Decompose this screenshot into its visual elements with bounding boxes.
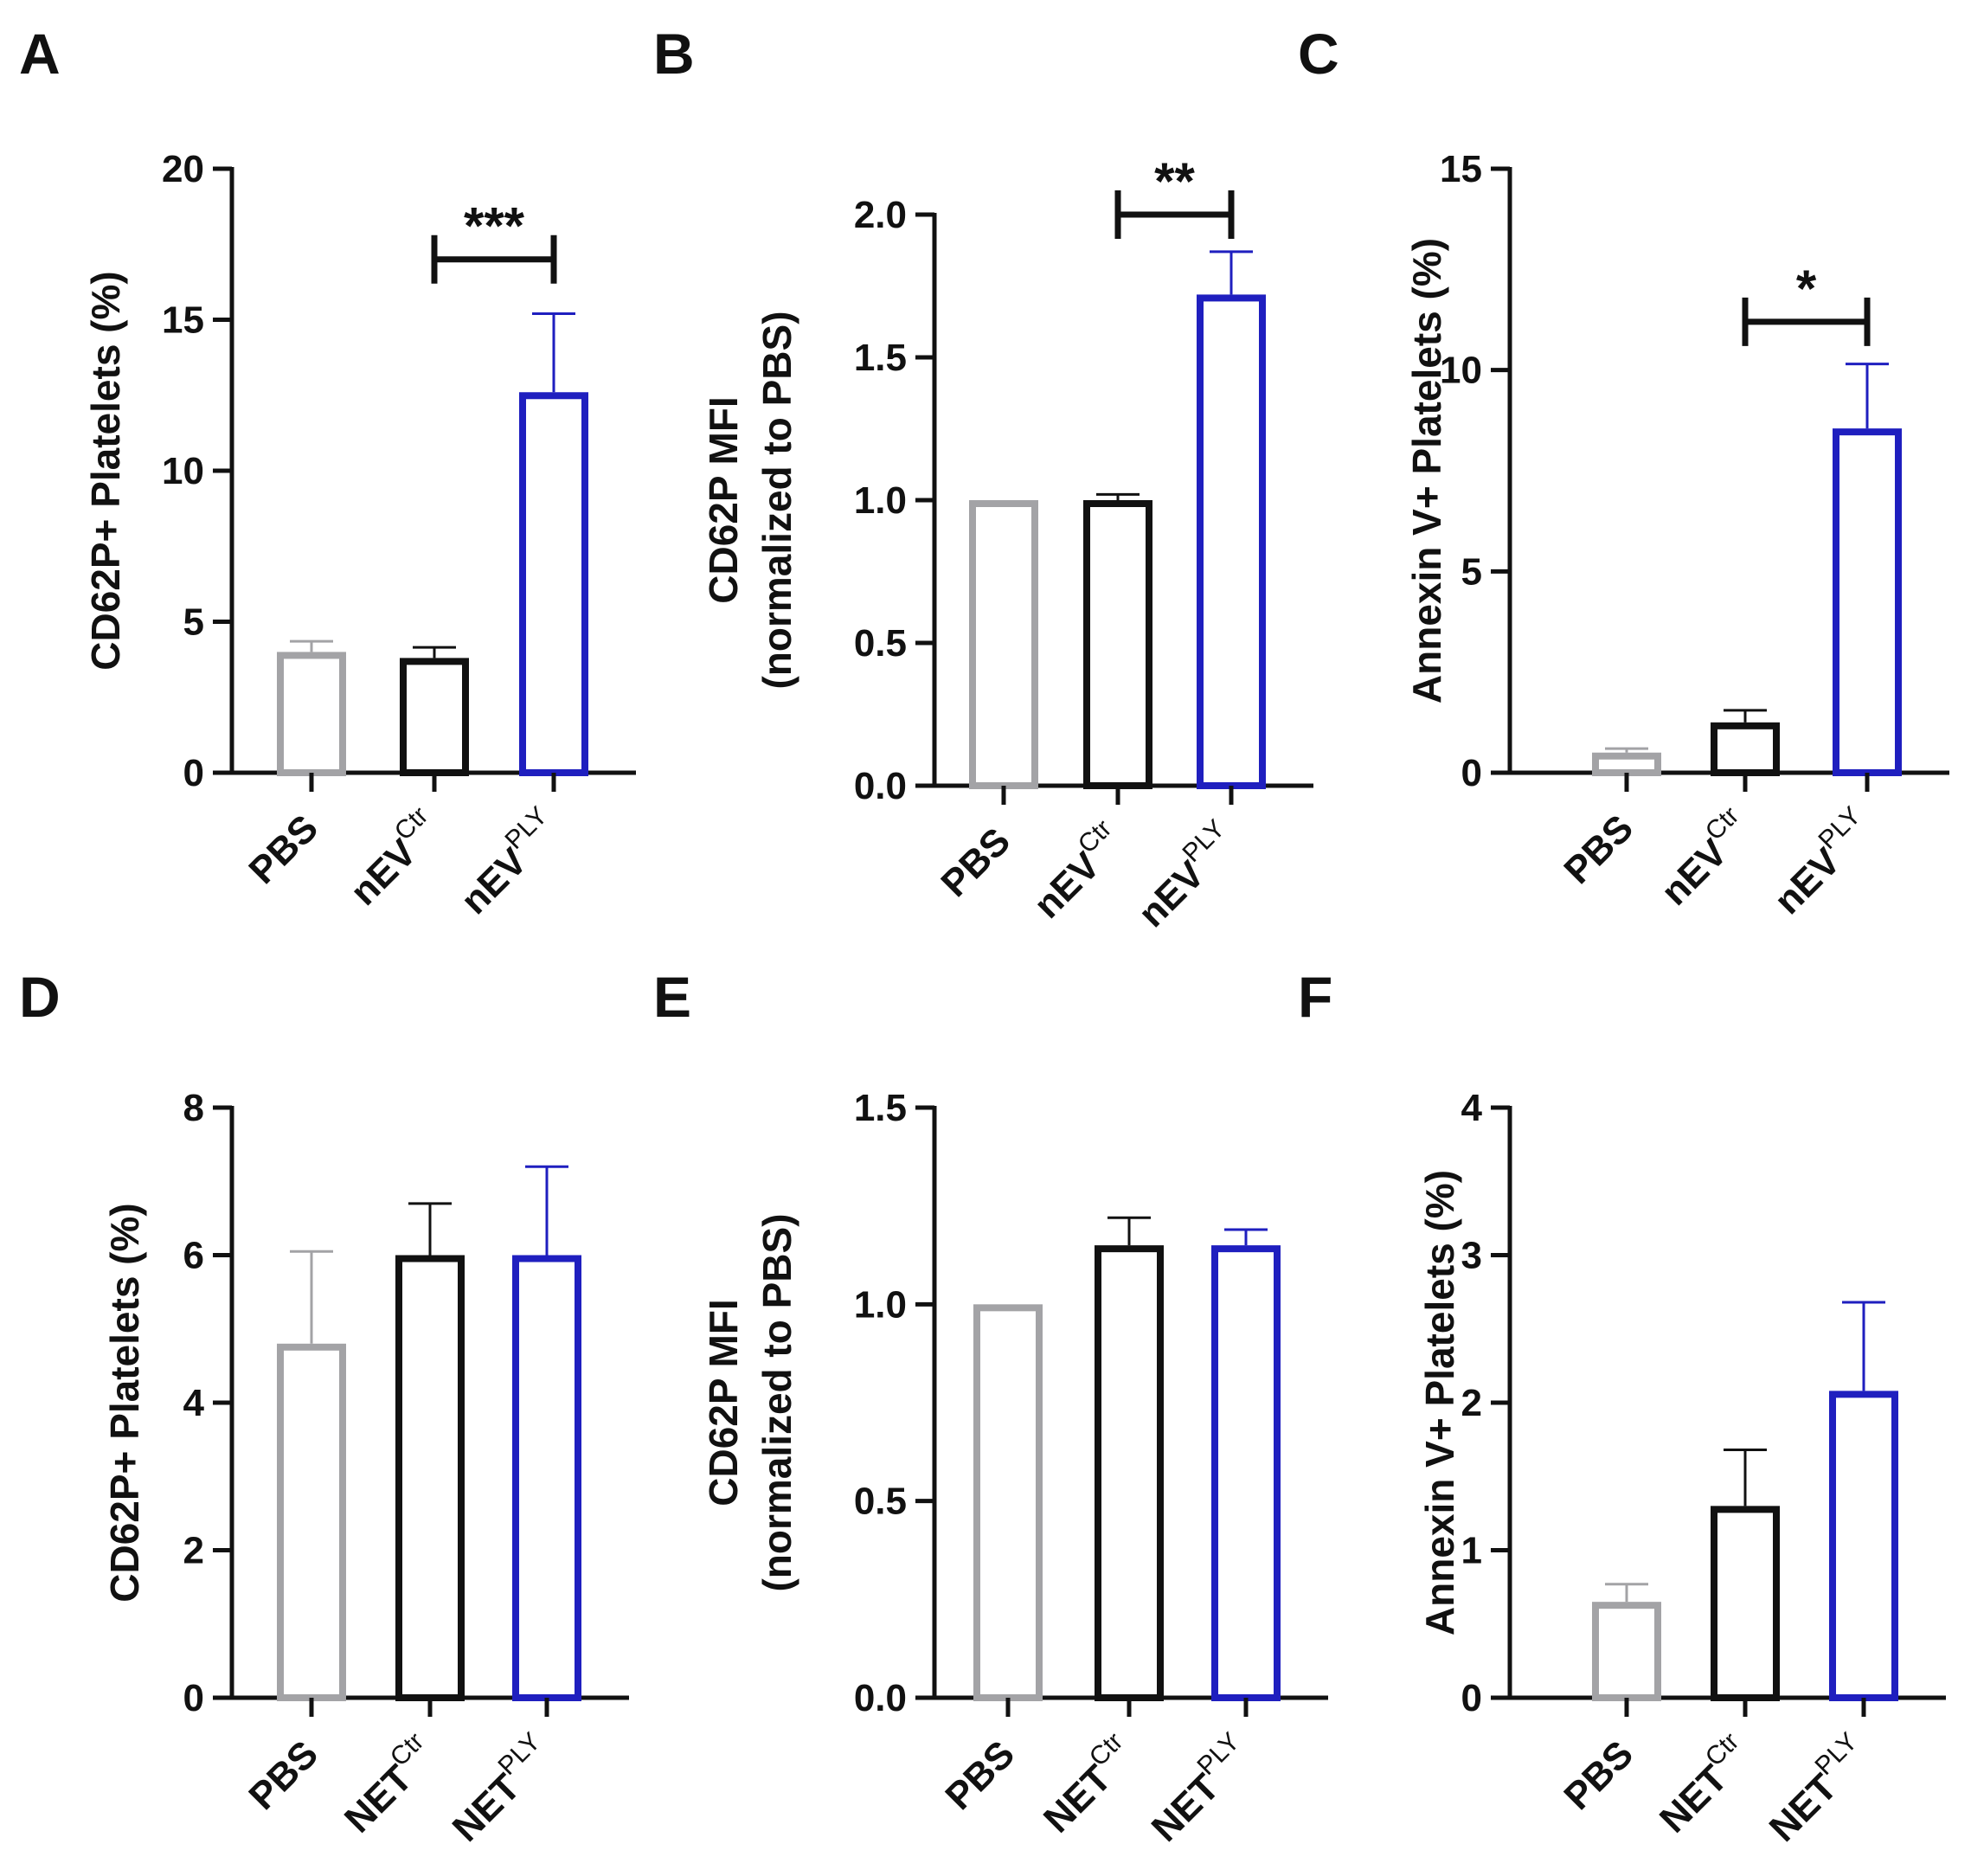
- significance-label: *: [1796, 260, 1817, 318]
- y-tick-label: 1.5: [854, 1087, 907, 1129]
- y-tick-label: 4: [183, 1382, 205, 1424]
- y-tick-label: 2: [183, 1530, 204, 1572]
- panel-d: D 0 2 4 6 8 CD62P+ Platelets (%) PBS NETCtrNETPL…: [19, 965, 629, 1850]
- y-axis-label: CD62P MFI (normalized to PBS): [701, 1213, 799, 1591]
- panel-c: C 0 5 10 15 Annexin V+ Platelets (%) PBS nEVCtr…: [1298, 22, 1949, 922]
- category-label: PBS: [241, 1732, 326, 1818]
- panel-letter: A: [19, 22, 61, 86]
- y-tick-label: 5: [1461, 550, 1482, 593]
- category-label: PBS: [241, 806, 326, 892]
- bar: [1083, 500, 1152, 789]
- panel-letter: E: [653, 965, 691, 1029]
- bar: [512, 1255, 581, 1701]
- category-label: nEVCtr: [1020, 814, 1133, 927]
- bar: [1829, 1391, 1898, 1701]
- y-tick-label: 0.5: [854, 1481, 907, 1523]
- panel-e: E 0.0 0.5 1.0 1.5 CD62P MFI (normalized to PBS…: [653, 965, 1328, 1850]
- y-tick-label: 4: [1461, 1087, 1483, 1129]
- category-label: NETCtr: [331, 1727, 446, 1841]
- y-tick-label: 20: [162, 148, 204, 190]
- panel-f: F 0 1 2 3 4 Annexin V+ Platelets (%) PBS NETCtrN…: [1298, 965, 1946, 1850]
- y-axis-label: CD62P+ Platelets (%): [102, 1203, 147, 1602]
- y-tick-label: 10: [162, 450, 204, 492]
- panel-a: A 0 5 10 15 20 CD62P+ Platelets (%) PBS nEVCtrnE…: [19, 22, 636, 922]
- panel-letter: B: [653, 22, 695, 86]
- bar: [277, 1343, 346, 1702]
- category-label: nEVPLY: [447, 801, 568, 922]
- panel-letter: F: [1298, 965, 1332, 1029]
- y-tick-label: 0: [183, 1677, 204, 1719]
- y-tick-label: 0: [1461, 752, 1482, 794]
- category-label: NETPLY: [439, 1727, 562, 1850]
- y-tick-label: 1.0: [854, 1283, 907, 1326]
- bar: [395, 1255, 465, 1701]
- y-tick-label: 2.0: [854, 194, 907, 236]
- bar: [973, 1304, 1043, 1702]
- y-tick-label: 0: [1461, 1677, 1482, 1719]
- y-tick-label: 0.5: [854, 622, 907, 665]
- y-tick-label: 0.0: [854, 765, 907, 807]
- category-label: nEVPLY: [1761, 801, 1882, 922]
- y-tick-label: 8: [183, 1087, 204, 1129]
- y-tick-label: 1: [1461, 1530, 1482, 1572]
- bar: [1592, 1602, 1661, 1702]
- bar: [519, 392, 588, 776]
- bar: [969, 500, 1038, 789]
- category-label: nEVCtr: [337, 801, 449, 914]
- significance-label: **: [1154, 152, 1195, 210]
- category-label: NETCtr: [1647, 1727, 1761, 1841]
- bar: [1833, 428, 1902, 776]
- bar: [1197, 294, 1266, 789]
- category-label: NETCtr: [1030, 1727, 1145, 1841]
- y-tick-label: 2: [1461, 1382, 1482, 1424]
- bar: [1095, 1245, 1164, 1701]
- category-label: NETPLY: [1138, 1727, 1261, 1850]
- y-tick-label: 5: [183, 601, 204, 644]
- y-tick-label: 15: [162, 299, 204, 342]
- category-label: PBS: [1556, 806, 1641, 892]
- y-tick-label: 0: [183, 752, 204, 794]
- category-label: NETPLY: [1756, 1727, 1878, 1850]
- category-label: nEVCtr: [1647, 801, 1760, 914]
- panel-letter: D: [19, 965, 61, 1029]
- y-tick-label: 1.0: [854, 479, 907, 522]
- bar: [1711, 722, 1780, 776]
- y-axis-label: CD62P MFI (normalized to PBS): [701, 311, 799, 689]
- y-axis-label: Annexin V+ Platelets (%): [1417, 1170, 1462, 1635]
- y-tick-label: 3: [1461, 1235, 1482, 1277]
- panel-letter: C: [1298, 22, 1339, 86]
- y-tick-label: 0.0: [854, 1677, 907, 1719]
- category-label: PBS: [933, 819, 1018, 905]
- y-tick-label: 6: [183, 1235, 204, 1277]
- y-tick-label: 1.5: [854, 337, 907, 379]
- bar: [1211, 1245, 1281, 1701]
- category-label: PBS: [937, 1732, 1023, 1818]
- bar: [1711, 1506, 1780, 1701]
- y-tick-label: 15: [1440, 148, 1482, 190]
- category-label: PBS: [1556, 1732, 1641, 1818]
- significance-label: ***: [464, 197, 525, 255]
- y-axis-label: CD62P+ Platelets (%): [83, 271, 128, 670]
- y-tick-label: 10: [1440, 350, 1482, 392]
- y-axis-label: Annexin V+ Platelets (%): [1404, 238, 1449, 704]
- category-label: nEVPLY: [1125, 814, 1246, 935]
- bar: [1592, 752, 1661, 777]
- bar: [400, 658, 469, 776]
- panel-b: B 0.0 0.5 1.0 1.5 2.0 CD62P MFI (normalized to …: [653, 22, 1313, 935]
- bar: [277, 652, 346, 777]
